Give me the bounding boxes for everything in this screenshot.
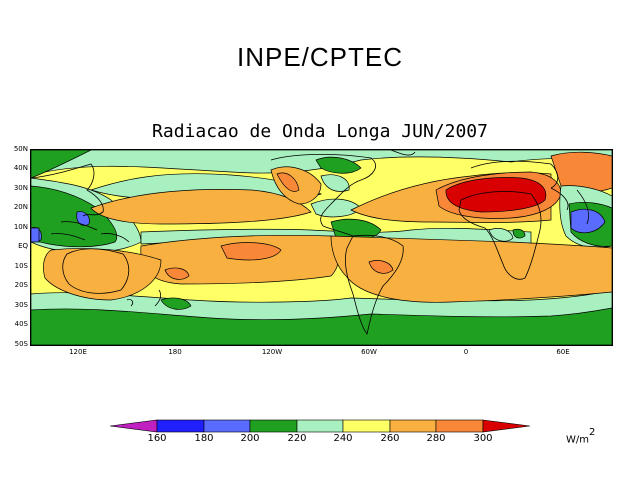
- fill-200-africa: [512, 228, 526, 239]
- colorbar-180: [203, 419, 251, 433]
- fill-280-spac: [220, 242, 282, 261]
- colorbar-160: [156, 419, 205, 433]
- units-label: W/m2: [566, 427, 596, 446]
- fill-300-sahara: [445, 177, 547, 213]
- lat-label-20s: 20S: [14, 281, 28, 289]
- lat-label-20n: 20N: [13, 203, 28, 211]
- colorbar-300: [482, 419, 530, 433]
- units-base: W/m: [566, 434, 589, 446]
- lon-label-60e: 60E: [556, 348, 570, 356]
- colorbar-label-200: 200: [240, 433, 260, 444]
- fill-280-brazil: [368, 260, 394, 274]
- colorbar-260: [389, 419, 437, 433]
- lat-label-10n: 10N: [13, 223, 28, 231]
- colorbar-label-180: 180: [194, 433, 214, 444]
- colorbar-label-220: 220: [287, 433, 307, 444]
- colorbar-label-280: 280: [426, 433, 446, 444]
- lat-label-30s: 30S: [14, 301, 28, 309]
- colorbar-200: [249, 419, 298, 433]
- colorbar-280: [435, 419, 484, 433]
- fill-200-na: [315, 156, 362, 174]
- colorbar-lt160: [110, 419, 158, 433]
- lat-label-10s: 10S: [14, 262, 28, 270]
- colorbar: [110, 419, 530, 433]
- units-exponent: 2: [589, 427, 596, 438]
- lon-label-120e: 120E: [69, 348, 87, 356]
- colorbar-240: [342, 419, 391, 433]
- lat-label-eq: EQ: [18, 242, 28, 250]
- fill-200-so: [31, 307, 612, 345]
- fill-280-spac-w: [164, 267, 190, 280]
- fill-260-npac: [90, 189, 312, 225]
- fill-280-mexico: [276, 172, 300, 192]
- colorbar-220: [296, 419, 344, 433]
- olr-map-svg: [31, 150, 612, 345]
- fill-200-asia: [31, 185, 118, 248]
- lon-label-180: 180: [168, 348, 182, 356]
- map-title: Radiacao de Onda Longa JUN/2007: [152, 121, 488, 142]
- coastlines: [31, 150, 589, 335]
- lon-label-60w: 60W: [361, 348, 377, 356]
- olr-map: [30, 149, 613, 346]
- colorbar-label-240: 240: [333, 433, 353, 444]
- lon-label-0: 0: [463, 348, 469, 356]
- colorbar-label-260: 260: [380, 433, 400, 444]
- lon-label-120w: 120W: [261, 348, 283, 356]
- lat-label-40n: 40N: [13, 164, 28, 172]
- lat-label-50s: 50S: [14, 340, 28, 348]
- fill-200-asia-north: [31, 150, 92, 179]
- fill-220-africa: [488, 228, 514, 242]
- lat-label-40s: 40S: [14, 320, 28, 328]
- lat-label-30n: 30N: [13, 184, 28, 192]
- colorbar-label-300: 300: [473, 433, 493, 444]
- fill-200-so-patch: [160, 297, 192, 310]
- fill-220-atl: [320, 174, 350, 192]
- fill-180-nw-corner: [31, 227, 40, 243]
- colorbar-label-160: 160: [147, 433, 167, 444]
- page-title: INPE/CPTEC: [236, 42, 404, 72]
- lat-label-50n: 50N: [13, 145, 28, 153]
